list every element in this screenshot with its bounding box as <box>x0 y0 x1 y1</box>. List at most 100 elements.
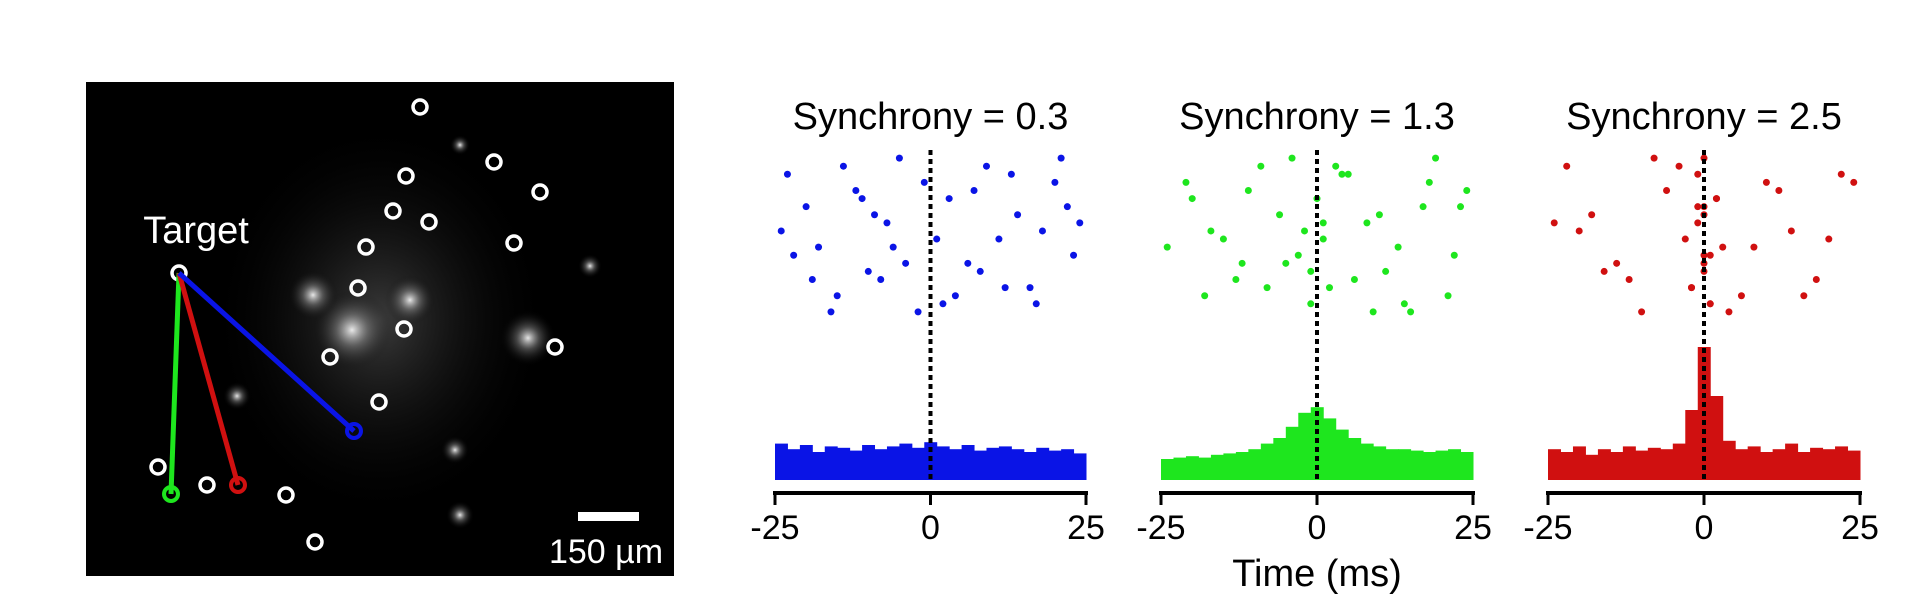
spike <box>1207 227 1215 235</box>
spike <box>1737 292 1745 300</box>
spike <box>1812 276 1820 284</box>
spike <box>1407 308 1415 316</box>
spike <box>1588 211 1596 219</box>
spike <box>945 195 953 203</box>
spike <box>1344 170 1352 178</box>
link-green <box>168 272 182 495</box>
spike <box>883 219 891 227</box>
cell-green <box>162 485 180 503</box>
histogram-bar <box>837 447 851 480</box>
spike <box>1600 267 1608 275</box>
link-blue <box>177 271 356 433</box>
histogram-bar <box>1073 453 1087 480</box>
histogram-bar <box>1423 452 1437 480</box>
histogram-bar <box>1572 446 1586 480</box>
scale-bar-label: 150 µm <box>549 533 663 571</box>
histogram-bar <box>1635 450 1649 480</box>
spike <box>1688 284 1696 292</box>
target-label: Target <box>143 210 249 252</box>
histogram-bar <box>1223 453 1237 480</box>
histogram-bar <box>1173 457 1187 480</box>
spike <box>1762 178 1770 186</box>
spike <box>1694 203 1702 211</box>
histogram-bar <box>874 449 888 480</box>
histogram-bar <box>1323 418 1337 480</box>
histogram-bar <box>1023 452 1037 480</box>
histogram-bar <box>1048 450 1062 480</box>
spike <box>1319 235 1327 243</box>
spike <box>1432 154 1440 162</box>
spike <box>864 267 872 275</box>
spike <box>1719 243 1727 251</box>
histogram-bar <box>1685 410 1699 480</box>
spike <box>1837 170 1845 178</box>
spike <box>1444 292 1452 300</box>
histogram-bar <box>924 442 938 480</box>
spike <box>1257 162 1265 170</box>
histogram-bar <box>799 445 813 480</box>
spike <box>1163 243 1171 251</box>
histogram-bar <box>1210 454 1224 480</box>
histogram-bar <box>1285 426 1299 480</box>
spike <box>1550 219 1558 227</box>
spike <box>1563 162 1571 170</box>
histogram-bar <box>1335 429 1349 480</box>
histogram-bar <box>1248 449 1262 480</box>
spike <box>1063 203 1071 211</box>
histogram-bar <box>1448 449 1462 480</box>
spike <box>976 267 984 275</box>
spike <box>1694 219 1702 227</box>
spike <box>1294 251 1302 259</box>
spike <box>1650 154 1658 162</box>
spike <box>1051 178 1059 186</box>
spike <box>1400 300 1408 308</box>
spike <box>871 211 879 219</box>
panel-title: Synchrony = 2.5 <box>1566 96 1842 138</box>
histogram-bar <box>812 452 826 480</box>
spike <box>939 300 947 308</box>
histogram-bar <box>1435 450 1449 480</box>
histogram-bar <box>1385 449 1399 480</box>
spike <box>1350 276 1358 284</box>
spike <box>1219 235 1227 243</box>
x-tick-label: 25 <box>1067 509 1105 547</box>
spike <box>1238 259 1246 267</box>
histogram-bar <box>1348 438 1362 480</box>
cell-blue <box>345 422 363 440</box>
histogram-bar <box>862 445 876 480</box>
spike <box>1070 251 1078 259</box>
histogram-bar <box>1785 443 1799 480</box>
spike <box>1394 243 1402 251</box>
spike <box>1032 300 1040 308</box>
histogram-bar <box>1822 449 1836 480</box>
spike <box>1638 308 1646 316</box>
spike <box>1800 292 1808 300</box>
histogram-bar <box>949 449 963 480</box>
spike <box>995 235 1003 243</box>
cell-glows <box>223 135 602 529</box>
link-red <box>176 272 241 486</box>
spike <box>1307 300 1315 308</box>
spike <box>1182 178 1190 186</box>
spike <box>1276 211 1284 219</box>
spike <box>1787 227 1795 235</box>
spike <box>920 178 928 186</box>
spike <box>783 170 791 178</box>
histogram-bar <box>1710 396 1724 480</box>
spike <box>1712 195 1720 203</box>
spike <box>1457 203 1465 211</box>
histogram-bar <box>1835 446 1849 480</box>
histogram-bar <box>1797 452 1811 480</box>
spike <box>839 162 847 170</box>
histogram-bar <box>886 446 900 480</box>
histogram-bar <box>936 446 950 480</box>
histogram-bar <box>1298 412 1312 480</box>
spike <box>827 308 835 316</box>
cell-red <box>229 476 247 494</box>
spike <box>1263 284 1271 292</box>
spike <box>1363 219 1371 227</box>
histogram-bar <box>1847 450 1861 480</box>
histogram-bar <box>1660 449 1674 480</box>
spike <box>1244 186 1252 194</box>
